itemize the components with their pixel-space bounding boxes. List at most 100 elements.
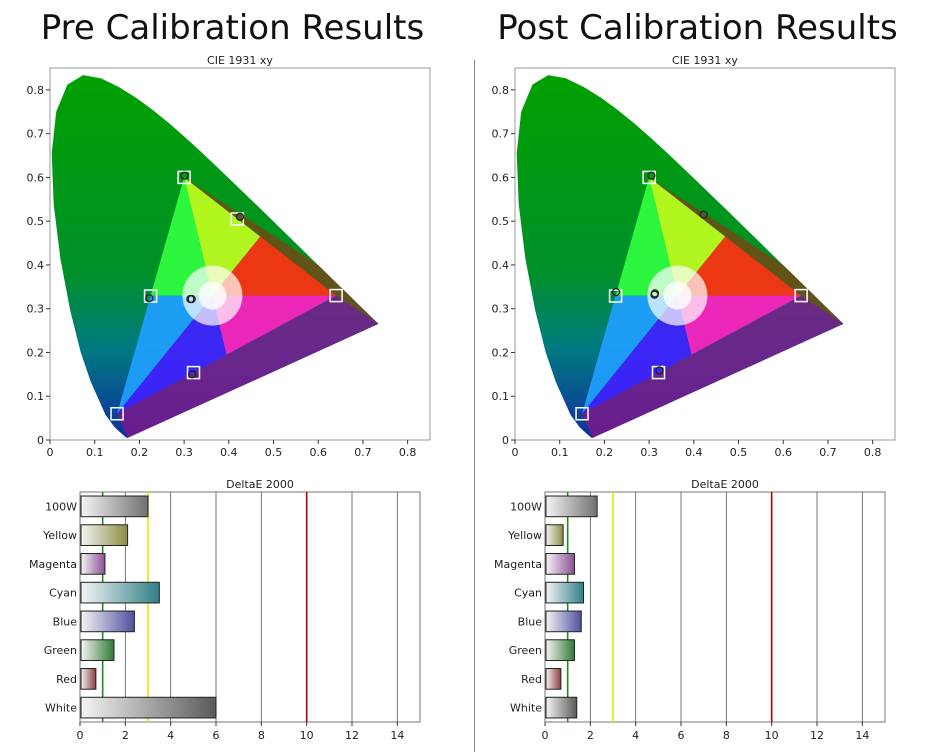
measured-point <box>699 210 708 219</box>
measured-point <box>235 212 245 221</box>
x-tick-label: 0.2 <box>131 446 149 459</box>
delta-bar <box>545 581 585 604</box>
target-marker <box>794 288 808 303</box>
x-tick-label: 0.1 <box>551 446 569 459</box>
delta-bar <box>80 524 129 546</box>
measured-point <box>611 287 621 297</box>
bar-category-label: Cyan <box>514 587 542 600</box>
gamut-sector <box>150 177 213 296</box>
x-tick-label: 12 <box>810 729 824 742</box>
bar-category-label: White <box>45 702 77 715</box>
delta-bar <box>80 610 135 633</box>
x-tick-label: 6 <box>678 729 685 742</box>
gamut-sector <box>212 236 337 296</box>
x-tick-label: 0.7 <box>819 446 837 459</box>
panel-title: Post Calibration Results <box>497 8 898 48</box>
y-tick-label: 0.5 <box>27 215 45 228</box>
measured-point <box>650 289 660 298</box>
x-tick-label: 14 <box>855 729 869 742</box>
target-marker <box>177 170 191 185</box>
delta-bar <box>545 639 575 661</box>
panel-divider <box>474 60 475 752</box>
x-tick-label: 0.4 <box>220 446 238 459</box>
bar-category-label: Magenta <box>494 558 542 571</box>
delta-bar <box>80 668 97 690</box>
x-tick-label: 0.6 <box>309 446 327 459</box>
delta-chart-title: DeltaE 2000 <box>691 478 759 491</box>
gamut-sector <box>117 295 227 414</box>
x-tick-label: 0.3 <box>640 446 658 459</box>
post-calibration-panel: Post Calibration Results CIE 1931 xy 0 0.1… <box>465 0 930 752</box>
gamut-sector <box>677 236 802 296</box>
delta-bar <box>545 524 564 546</box>
bar-category-label: 100W <box>45 500 77 513</box>
bar-category-label: Green <box>44 644 77 657</box>
y-tick-label: 0.7 <box>27 128 45 141</box>
gamut-sector <box>649 177 726 296</box>
y-tick-label: 0.3 <box>492 303 510 316</box>
x-tick-label: 0 <box>47 446 54 459</box>
measured-point <box>187 294 196 304</box>
x-tick-label: 0 <box>542 729 549 742</box>
y-tick-label: 0.6 <box>492 171 510 184</box>
x-tick-label: 0.6 <box>774 446 792 459</box>
x-tick-label: 14 <box>390 729 404 742</box>
measured-point <box>655 366 664 375</box>
x-tick-label: 6 <box>213 729 220 742</box>
x-tick-label: 0.7 <box>354 446 372 459</box>
x-tick-label: 10 <box>300 729 314 742</box>
y-tick-label: 0.4 <box>27 259 45 272</box>
y-tick-label: 0.3 <box>27 303 45 316</box>
y-tick-label: 0 <box>502 434 509 447</box>
y-tick-label: 0.1 <box>492 390 510 403</box>
x-tick-label: 0.1 <box>86 446 104 459</box>
x-tick-label: 0.4 <box>685 446 703 459</box>
measured-point <box>145 294 154 303</box>
target-marker <box>110 406 124 421</box>
bar-category-label: Blue <box>518 615 543 628</box>
x-tick-label: 0.8 <box>864 446 882 459</box>
target-marker <box>186 365 201 380</box>
delta-bar <box>80 581 160 604</box>
measured-point <box>180 171 189 180</box>
bar-category-label: 100W <box>510 500 542 513</box>
gamut-sector <box>677 295 802 355</box>
x-tick-label: 8 <box>258 729 265 742</box>
orange-region <box>184 177 379 324</box>
delta-bar <box>80 495 149 518</box>
bar-category-label: Yellow <box>507 529 542 542</box>
delta-bar <box>545 668 562 690</box>
y-tick-label: 0.8 <box>492 84 510 97</box>
bar-category-label: Cyan <box>49 587 77 600</box>
x-tick-label: 0.8 <box>399 446 417 459</box>
target-marker <box>642 170 656 185</box>
y-tick-label: 0.2 <box>27 346 45 359</box>
measured-point <box>188 370 197 379</box>
target-marker <box>329 288 343 303</box>
delta-plot-area <box>79 491 421 723</box>
delta-plot-area <box>544 491 886 723</box>
delta-bar <box>545 495 598 518</box>
pre-calibration-charts: CIE 1931 xy 0 0.1 0.2 0.3 0.4 0.5 0.6 0.7 0.8 0 0.1… <box>27 54 431 742</box>
purple-region <box>117 295 379 438</box>
y-tick-label: 0.7 <box>492 128 510 141</box>
x-tick-label: 0 <box>512 446 519 459</box>
target-marker <box>608 289 623 303</box>
orange-region <box>649 177 844 324</box>
white-point-core <box>198 281 227 310</box>
x-tick-label: 2 <box>587 729 594 742</box>
x-tick-label: 0.2 <box>596 446 614 459</box>
gamut-sector <box>184 177 261 296</box>
gamut-sector <box>582 295 678 414</box>
delta-bar <box>80 553 106 575</box>
x-tick-label: 2 <box>122 729 129 742</box>
measured-point <box>647 171 656 180</box>
gamut-sector <box>117 295 213 414</box>
delta-bar <box>80 696 217 719</box>
delta-bar <box>545 553 575 575</box>
delta-bar <box>545 696 578 719</box>
y-tick-label: 0.4 <box>492 259 510 272</box>
y-tick-label: 0.6 <box>27 171 45 184</box>
gamut-sector <box>212 295 337 355</box>
y-tick-label: 0 <box>37 434 44 447</box>
